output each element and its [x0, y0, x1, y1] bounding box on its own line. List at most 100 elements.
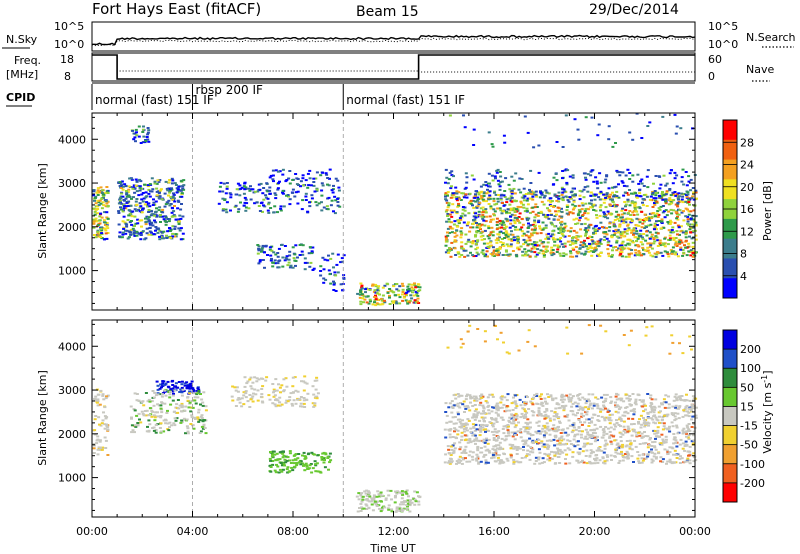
power-echo-cell: [523, 195, 527, 198]
power-echo-cell: [315, 189, 319, 192]
velocity-echo-cell: [314, 470, 318, 473]
power-echo-cell: [309, 261, 313, 264]
velocity-echo-cell: [151, 390, 155, 392]
velocity-echo-cell: [622, 430, 626, 433]
power-echo-cell: [513, 192, 517, 195]
power-echo-cell: [493, 175, 497, 178]
velocity-echo-cell: [95, 442, 99, 445]
velocity-echo-cell: [692, 422, 696, 425]
velocity-echo-cell: [498, 446, 502, 449]
velocity-echo-cell: [587, 425, 591, 427]
power-echo-cell: [304, 199, 308, 201]
power-echo-cell: [257, 262, 261, 265]
power-echo-cell: [641, 219, 645, 221]
power-echo-cell: [529, 169, 533, 172]
power-echo-cell: [180, 203, 183, 205]
power-echo-cell: [586, 218, 590, 221]
velocity-echo-cell: [662, 401, 666, 403]
power-echo-cell: [269, 254, 273, 257]
power-echo-cell: [166, 189, 170, 192]
velocity-echo-cell: [164, 422, 168, 425]
velocity-echo-cell: [647, 424, 650, 427]
velocity-echo-cell: [401, 508, 405, 511]
power-echo-cell: [163, 192, 167, 195]
power-echo-cell: [583, 243, 587, 246]
power-echo-cell: [643, 227, 647, 229]
power-echo-cell: [597, 245, 601, 248]
power-echo-cell: [135, 234, 139, 237]
power-echo-cell: [689, 189, 693, 192]
power-echo-cell: [277, 260, 281, 262]
power-echo-cell: [655, 212, 659, 215]
velocity-echo-cell: [618, 444, 622, 447]
velocity-echo-cell: [153, 419, 157, 422]
velocity-echo-cell: [273, 394, 277, 397]
velocity-echo-cell: [240, 405, 244, 408]
power-echo-cell: [555, 238, 559, 241]
power-echo-cell: [519, 245, 523, 248]
power-echo-cell: [102, 193, 105, 196]
power-echo-cell: [579, 244, 583, 247]
power-echo-cell: [498, 188, 502, 191]
velocity-echo-cell: [173, 417, 177, 420]
velocity-echo-cell: [614, 404, 618, 407]
power-echo-cell: [295, 183, 299, 186]
velocity-echo-cell: [633, 402, 637, 404]
power-echo-cell: [494, 193, 498, 196]
power-echo-cell: [473, 195, 477, 198]
power-echo-cell: [622, 194, 626, 197]
velocity-echo-cell: [256, 399, 260, 402]
velocity-echo-cell: [361, 498, 365, 501]
power-echo-cell: [667, 238, 671, 241]
power-echo-cell: [182, 184, 186, 187]
velocity-echo-cell: [545, 409, 549, 412]
velocity-echo-cell: [183, 419, 187, 422]
velocity-echo-cell: [276, 458, 280, 461]
velocity-echo-cell: [452, 404, 456, 407]
velocity-echo-cell: [359, 494, 363, 497]
velocity-echo-cell: [269, 470, 273, 473]
velocity-echo-cell: [673, 449, 677, 452]
power-echo-cell: [466, 221, 470, 224]
power-echo-cell: [447, 202, 451, 205]
power-echo-cell: [688, 228, 692, 231]
power-echo-cell: [168, 218, 172, 220]
velocity-echo-cell: [619, 399, 623, 402]
velocity-echo-cell: [444, 453, 448, 456]
power-echo-cell: [498, 231, 502, 234]
power-echo-cell: [505, 198, 509, 201]
power-echo-cell: [630, 231, 634, 234]
power-echo-cell: [613, 232, 617, 235]
n-search-trace: [91, 37, 696, 47]
power-echo-cell: [234, 193, 238, 196]
power-echo-cell: [515, 208, 518, 211]
power-echo-cell: [625, 232, 629, 235]
power-echo-cell: [474, 216, 478, 219]
power-echo-cell: [466, 223, 470, 226]
power-echo-cell: [534, 193, 538, 196]
power-echo-cell: [170, 182, 174, 185]
power-echo-cell: [647, 224, 651, 227]
velocity-echo-cell: [468, 450, 472, 453]
power-echo-cell: [288, 198, 292, 201]
power-echo-cell: [676, 215, 679, 218]
power-echo-cell: [622, 212, 626, 215]
velocity-echo-cell: [619, 406, 623, 409]
power-echo-cell: [621, 232, 625, 235]
velocity-echo-cell: [368, 500, 372, 503]
power-echo-cell: [692, 209, 696, 212]
velocity-echo-cell: [395, 509, 399, 512]
velocity-echo-cell: [316, 454, 320, 457]
velocity-echo-cell: [463, 449, 466, 452]
power-echo-cell: [237, 188, 241, 191]
power-echo-cell: [586, 237, 590, 240]
velocity-echo-cell: [302, 380, 306, 383]
velocity-echo-cell: [685, 404, 689, 407]
power-echo-cell: [534, 227, 537, 230]
power-echo-cell: [498, 207, 502, 210]
power-echo-cell: [592, 227, 596, 230]
velocity-echo-cell: [678, 462, 682, 464]
power-echo-cell: [92, 221, 96, 224]
power-echo-cell: [623, 201, 627, 203]
power-echo-cell: [622, 184, 626, 187]
